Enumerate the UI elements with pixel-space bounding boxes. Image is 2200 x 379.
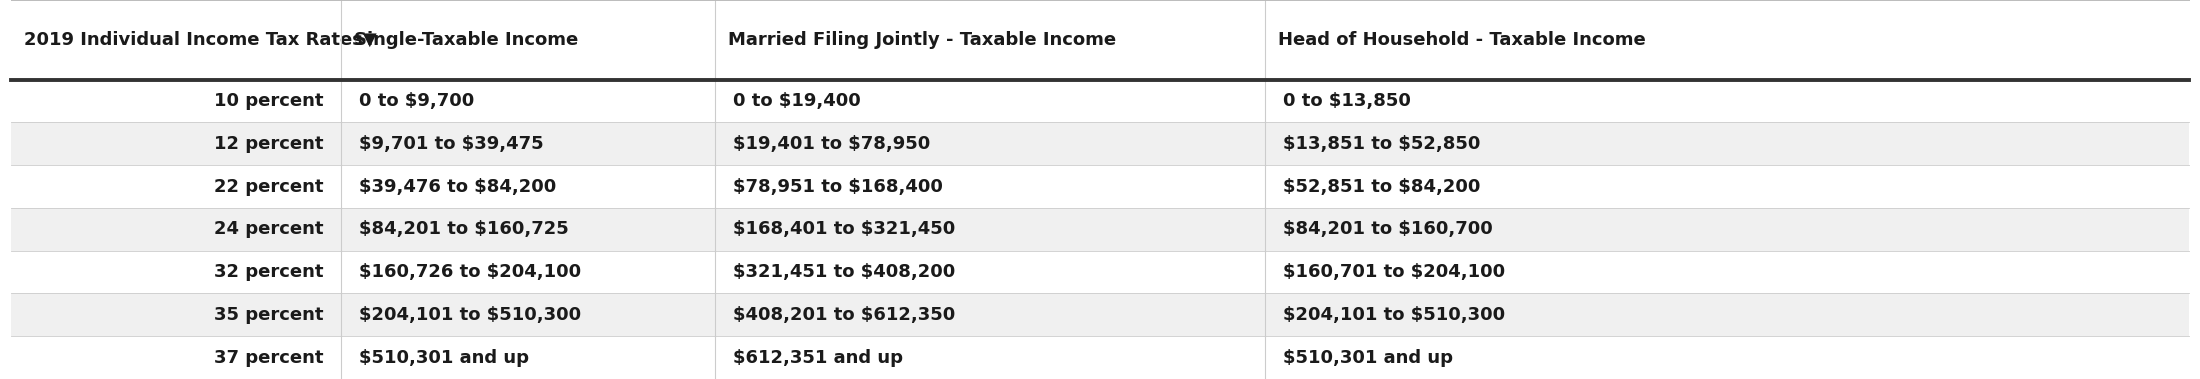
Text: $204,101 to $510,300: $204,101 to $510,300 xyxy=(1283,306,1505,324)
Text: 35 percent: 35 percent xyxy=(213,306,323,324)
Bar xyxy=(11,80,2189,122)
Text: 32 percent: 32 percent xyxy=(213,263,323,281)
Text: $9,701 to $39,475: $9,701 to $39,475 xyxy=(359,135,543,153)
Text: $39,476 to $84,200: $39,476 to $84,200 xyxy=(359,177,557,196)
Text: 12 percent: 12 percent xyxy=(213,135,323,153)
Text: $78,951 to $168,400: $78,951 to $168,400 xyxy=(733,177,942,196)
Bar xyxy=(11,336,2189,379)
Text: $84,201 to $160,725: $84,201 to $160,725 xyxy=(359,220,568,238)
Text: $510,301 and up: $510,301 and up xyxy=(359,349,528,366)
Text: 0 to $13,850: 0 to $13,850 xyxy=(1283,92,1410,110)
Bar xyxy=(11,165,2189,208)
Text: $52,851 to $84,200: $52,851 to $84,200 xyxy=(1283,177,1481,196)
Text: $160,701 to $204,100: $160,701 to $204,100 xyxy=(1283,263,1505,281)
Text: 37 percent: 37 percent xyxy=(213,349,323,366)
Text: $204,101 to $510,300: $204,101 to $510,300 xyxy=(359,306,581,324)
Text: $408,201 to $612,350: $408,201 to $612,350 xyxy=(733,306,955,324)
Bar xyxy=(11,251,2189,293)
Bar xyxy=(11,0,2189,80)
Text: $168,401 to $321,450: $168,401 to $321,450 xyxy=(733,220,955,238)
Text: 22 percent: 22 percent xyxy=(213,177,323,196)
Text: $510,301 and up: $510,301 and up xyxy=(1283,349,1452,366)
Text: Head of Household - Taxable Income: Head of Household - Taxable Income xyxy=(1278,31,1646,49)
Bar xyxy=(11,208,2189,251)
Text: $13,851 to $52,850: $13,851 to $52,850 xyxy=(1283,135,1481,153)
Text: $612,351 and up: $612,351 and up xyxy=(733,349,902,366)
Text: 0 to $19,400: 0 to $19,400 xyxy=(733,92,860,110)
Text: $160,726 to $204,100: $160,726 to $204,100 xyxy=(359,263,581,281)
Text: Single-Taxable Income: Single-Taxable Income xyxy=(354,31,579,49)
Text: $321,451 to $408,200: $321,451 to $408,200 xyxy=(733,263,955,281)
Bar xyxy=(11,293,2189,336)
Text: 0 to $9,700: 0 to $9,700 xyxy=(359,92,473,110)
Text: $19,401 to $78,950: $19,401 to $78,950 xyxy=(733,135,931,153)
Text: $84,201 to $160,700: $84,201 to $160,700 xyxy=(1283,220,1492,238)
Text: 2019 Individual Income Tax Rates▼: 2019 Individual Income Tax Rates▼ xyxy=(24,31,376,49)
Text: 24 percent: 24 percent xyxy=(213,220,323,238)
Text: 10 percent: 10 percent xyxy=(213,92,323,110)
Text: Married Filing Jointly - Taxable Income: Married Filing Jointly - Taxable Income xyxy=(728,31,1115,49)
Bar xyxy=(11,122,2189,165)
